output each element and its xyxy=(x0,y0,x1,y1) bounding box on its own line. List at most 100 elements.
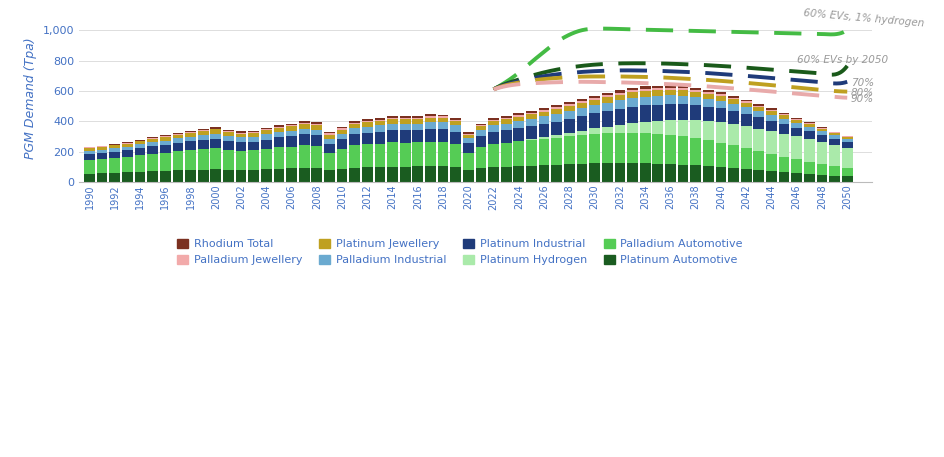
Bar xyxy=(349,121,360,123)
Bar xyxy=(349,134,360,145)
Bar xyxy=(324,143,334,153)
Bar xyxy=(828,132,839,133)
Bar xyxy=(715,95,726,96)
Bar xyxy=(488,167,498,182)
Bar xyxy=(399,131,410,143)
Bar xyxy=(651,85,663,88)
Bar xyxy=(463,170,473,182)
Bar xyxy=(677,86,687,89)
Bar xyxy=(362,127,372,133)
Bar xyxy=(816,135,826,142)
Bar xyxy=(96,153,108,159)
Bar xyxy=(715,167,726,182)
Bar xyxy=(362,122,372,127)
Bar xyxy=(84,154,94,160)
Bar xyxy=(526,113,536,114)
Bar xyxy=(362,121,372,122)
Bar xyxy=(450,118,461,120)
Bar xyxy=(349,168,360,182)
Bar xyxy=(160,135,171,136)
Bar xyxy=(564,136,574,165)
Bar xyxy=(298,128,310,134)
Bar xyxy=(223,132,233,136)
Bar xyxy=(576,135,587,164)
Bar xyxy=(526,111,536,113)
Bar xyxy=(665,88,675,90)
Bar xyxy=(273,169,284,182)
Bar xyxy=(475,125,486,127)
Bar xyxy=(816,131,826,135)
Bar xyxy=(766,154,776,171)
Bar xyxy=(147,171,158,182)
Bar xyxy=(589,113,599,128)
Bar xyxy=(235,142,246,151)
Bar xyxy=(122,150,132,157)
Bar xyxy=(665,90,675,96)
Bar xyxy=(651,121,663,134)
Bar xyxy=(235,133,246,134)
Bar xyxy=(627,98,637,107)
Bar xyxy=(639,91,649,96)
Bar xyxy=(248,150,259,170)
Bar xyxy=(665,120,675,135)
Bar xyxy=(677,96,687,104)
Bar xyxy=(488,120,498,121)
Bar xyxy=(500,167,511,182)
Bar xyxy=(677,137,687,165)
Bar xyxy=(437,142,448,166)
Bar xyxy=(803,122,814,123)
Bar xyxy=(261,128,271,129)
Bar xyxy=(387,167,397,182)
Bar xyxy=(728,111,738,124)
Bar xyxy=(324,132,334,133)
Bar xyxy=(399,167,410,182)
Bar xyxy=(248,133,259,137)
Bar xyxy=(816,127,826,128)
Bar xyxy=(828,135,839,139)
Bar xyxy=(312,146,322,168)
Bar xyxy=(185,132,195,133)
Bar xyxy=(374,121,385,126)
Bar xyxy=(425,142,435,166)
Bar xyxy=(197,135,209,140)
Bar xyxy=(173,138,183,143)
Bar xyxy=(362,133,372,144)
Bar xyxy=(564,104,574,106)
Bar xyxy=(564,165,574,182)
Bar xyxy=(374,132,385,143)
Bar xyxy=(349,123,360,124)
Bar xyxy=(425,116,435,117)
Y-axis label: PGM Demand (Tpa): PGM Demand (Tpa) xyxy=(25,37,38,159)
Bar xyxy=(211,133,221,138)
Bar xyxy=(160,136,171,137)
Bar xyxy=(702,166,713,182)
Bar xyxy=(526,139,536,140)
Bar xyxy=(614,100,625,109)
Bar xyxy=(110,173,120,182)
Bar xyxy=(689,90,700,92)
Bar xyxy=(475,124,486,125)
Bar xyxy=(766,111,776,115)
Bar xyxy=(134,148,145,155)
Bar xyxy=(790,159,801,173)
Bar xyxy=(500,143,511,167)
Bar xyxy=(702,106,713,121)
Bar xyxy=(614,133,625,163)
Bar xyxy=(374,143,385,167)
Bar xyxy=(122,172,132,182)
Bar xyxy=(740,148,750,169)
Bar xyxy=(425,114,435,116)
Bar xyxy=(261,169,271,182)
Bar xyxy=(312,168,322,182)
Bar xyxy=(752,104,764,106)
Bar xyxy=(134,141,145,144)
Bar xyxy=(639,89,649,91)
Bar xyxy=(550,107,562,109)
Bar xyxy=(766,121,776,131)
Bar xyxy=(412,116,423,118)
Bar xyxy=(147,146,158,154)
Bar xyxy=(336,127,347,128)
Bar xyxy=(173,151,183,170)
Bar xyxy=(160,145,171,153)
Bar xyxy=(197,130,209,131)
